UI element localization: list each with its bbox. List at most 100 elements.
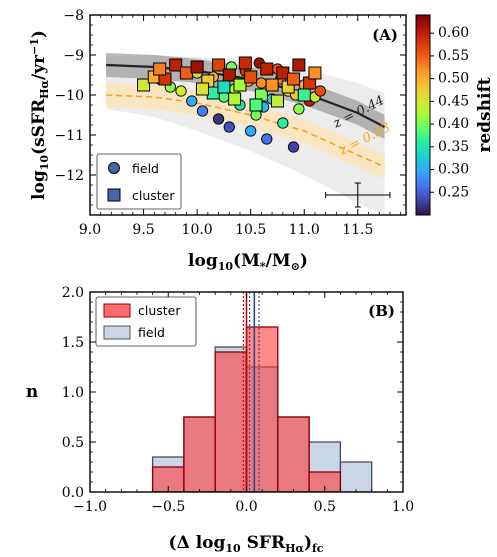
cluster-point [195, 82, 209, 96]
legend-field-swatch [103, 325, 131, 340]
y-tick-label-b: 1.0 [62, 385, 84, 401]
legend-cluster-marker [107, 188, 121, 202]
colorbar-tick-label: 0.45 [438, 93, 469, 109]
cluster-point [238, 56, 252, 70]
cluster-bar [214, 351, 248, 492]
field-point [287, 141, 300, 153]
x-tick-label: 9.5 [132, 222, 154, 238]
cluster-point [222, 68, 236, 82]
cluster-bar [183, 416, 216, 492]
field-point [293, 103, 305, 115]
cluster-bar [245, 326, 279, 492]
relation-line-1 [106, 94, 385, 168]
panel-b-label: (B) [368, 302, 395, 320]
panel-b-histogram: −1.0 −0.5 0.0 0.5 1.0 0.0 0.5 1.0 1.5 2.0 (B) clu… [26, 285, 414, 555]
y-tick-label-b: 0.0 [62, 485, 84, 501]
cluster-point [292, 58, 306, 72]
cluster-point [179, 66, 193, 80]
field-point [175, 85, 187, 97]
y-tick-label: −10 [54, 88, 84, 104]
colorbar-tick-label: 0.40 [438, 116, 469, 132]
field-point [255, 77, 268, 89]
error-bar [325, 182, 391, 208]
field-point [245, 125, 257, 137]
legend-field-marker [108, 162, 120, 174]
field-point [277, 117, 289, 129]
panel-a-ylabel: log10(sSFRHα/yr−1) [28, 30, 51, 200]
field-point [186, 95, 198, 107]
cluster-point [217, 80, 231, 94]
colorbar-tick-label: 0.50 [438, 71, 469, 87]
colorbar-tick-label: 0.35 [438, 139, 469, 155]
panel-a-label: (A) [372, 26, 398, 44]
cluster-point [308, 66, 322, 80]
legend-field-label-b: field [138, 325, 165, 340]
cluster-point [212, 58, 226, 72]
x-tick-label: 11.0 [289, 222, 320, 238]
colorbar-tick-label: 0.55 [438, 48, 469, 64]
cluster-bar [151, 466, 185, 492]
cluster-point [137, 78, 151, 92]
legend-cluster-label-b: cluster [138, 303, 181, 318]
cluster-point [228, 92, 242, 106]
field-point [196, 105, 209, 117]
x-tick-label: 9.0 [79, 222, 101, 238]
cluster-point [270, 94, 284, 108]
field-bar [339, 461, 373, 492]
colorbar-tick-label: 0.60 [438, 25, 469, 41]
cluster-point [206, 86, 220, 100]
scatter-points [137, 56, 391, 208]
cluster-point [190, 60, 204, 74]
x-tick-label: 10.0 [182, 222, 213, 238]
cluster-bar [308, 471, 342, 492]
cluster-point [169, 58, 183, 72]
y-tick-label-b: 2.0 [62, 285, 84, 301]
x-tick-label-b: 0.0 [235, 499, 257, 515]
field-point [223, 121, 235, 133]
x-tick-label-b: 0.5 [314, 499, 336, 515]
x-tick-label-b: 1.0 [392, 499, 414, 515]
y-tick-label: −8 [63, 8, 84, 24]
cluster-point [249, 98, 263, 112]
panel-b-ticks: −1.0 −0.5 0.0 0.5 1.0 0.0 0.5 1.0 1.5 2.0 [62, 285, 414, 515]
cluster-point [287, 72, 301, 86]
field-point [261, 133, 273, 145]
y-tick-label: −9 [63, 48, 84, 64]
panel-a-ticks: 9.0 9.5 10.0 10.5 11.0 11.5 −8 −9 −10 −11 −12 [54, 8, 406, 238]
y-tick-label-b: 1.5 [62, 335, 84, 351]
cluster-point [260, 62, 274, 76]
y-tick-label: −12 [54, 168, 84, 184]
x-tick-label-b: −0.5 [151, 499, 185, 515]
x-tick-label-b: −1.0 [73, 499, 107, 515]
panel-a-legend: field cluster [96, 153, 182, 210]
colorbar-tick-label: 0.30 [438, 162, 469, 178]
panel-b-legend: cluster field [95, 296, 197, 347]
x-tick-label: 11.5 [342, 222, 373, 238]
median-lines [242, 292, 260, 492]
colorbar-ticks: 0.60 0.55 0.50 0.45 0.40 0.35 0.30 0.25 [430, 25, 469, 200]
legend-cluster-swatch [103, 303, 131, 318]
panel-b-xlabel: (Δ log10 SFRHα)fc [169, 533, 324, 555]
cluster-point [244, 70, 258, 84]
relation-band-0 [106, 53, 385, 139]
y-tick-label-b: 0.5 [62, 435, 84, 451]
relation-band-1 [106, 83, 385, 179]
y-tick-label: −11 [54, 128, 84, 144]
panel-a-scatter: 9.0 9.5 10.0 10.5 11.0 11.5−8−9−10−11−12 (A) … [28, 8, 495, 273]
cluster-point [153, 62, 167, 76]
colorbar-label: redshift [475, 77, 495, 152]
cluster-point [297, 88, 311, 102]
legend-cluster-label: cluster [132, 188, 175, 203]
colorbar [415, 14, 431, 216]
cluster-point [276, 66, 290, 80]
panel-a-xlabel: log10(M*/M⊙) [188, 251, 308, 273]
field-point [314, 85, 326, 97]
cluster-bar [277, 416, 310, 492]
histogram-bars [151, 326, 373, 492]
cluster-point [265, 78, 279, 92]
x-tick-label: 10.5 [235, 222, 266, 238]
panel-b-ylabel: n [26, 382, 38, 402]
field-point [212, 113, 225, 125]
cluster-point [233, 78, 247, 92]
